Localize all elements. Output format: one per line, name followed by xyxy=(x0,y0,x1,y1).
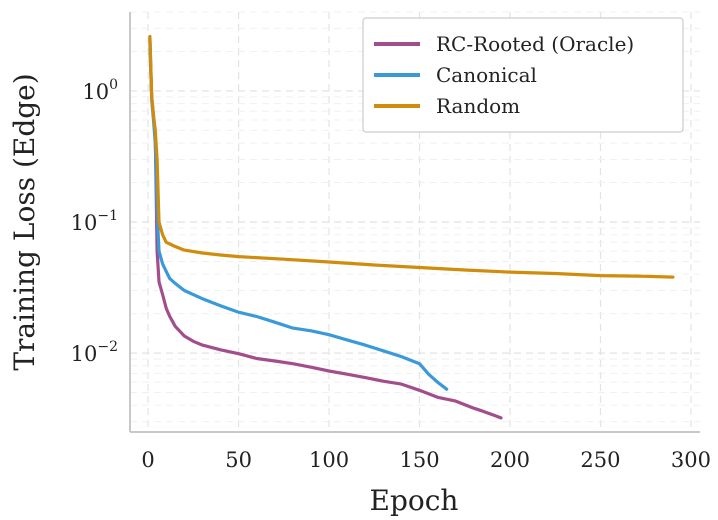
y-tick-label: 10−2 xyxy=(71,339,118,366)
legend-label-random: Random xyxy=(436,94,520,118)
y-tick-base: 10 xyxy=(82,80,109,104)
x-tick-label: 200 xyxy=(490,448,530,472)
x-tick-label: 300 xyxy=(671,448,711,472)
y-tick-label: 100 xyxy=(82,77,118,104)
x-tick-label: 100 xyxy=(309,448,349,472)
legend-box xyxy=(362,17,684,133)
series-line-canonical xyxy=(148,41,449,391)
legend-label-canonical: Canonical xyxy=(436,63,537,87)
x-tick-label: 250 xyxy=(580,448,620,472)
y-tick-label: 10−1 xyxy=(71,208,118,235)
legend: RC-Rooted (Oracle) Canonical Random xyxy=(362,17,684,133)
series-line-rc-rooted-oracle xyxy=(148,37,503,420)
y-tick-exponent: −1 xyxy=(97,208,118,224)
x-ticks: 0 50 100 150 200 250 300 xyxy=(141,448,711,472)
y-tick-base: 10 xyxy=(71,342,98,366)
y-axis-label: Training Loss (Edge) xyxy=(8,73,41,370)
y-tick-base: 10 xyxy=(71,211,98,235)
series-line-random xyxy=(148,34,675,279)
y-tick-exponent: −2 xyxy=(97,339,118,355)
legend-label-rc-rooted: RC-Rooted (Oracle) xyxy=(436,32,634,56)
series-lines xyxy=(148,34,675,420)
x-tick-label: 0 xyxy=(141,448,154,472)
x-axis-label: Epoch xyxy=(370,484,459,517)
x-tick-label: 150 xyxy=(399,448,439,472)
axes xyxy=(129,12,700,433)
x-tick-label: 50 xyxy=(225,448,252,472)
y-tick-exponent: 0 xyxy=(109,77,118,93)
